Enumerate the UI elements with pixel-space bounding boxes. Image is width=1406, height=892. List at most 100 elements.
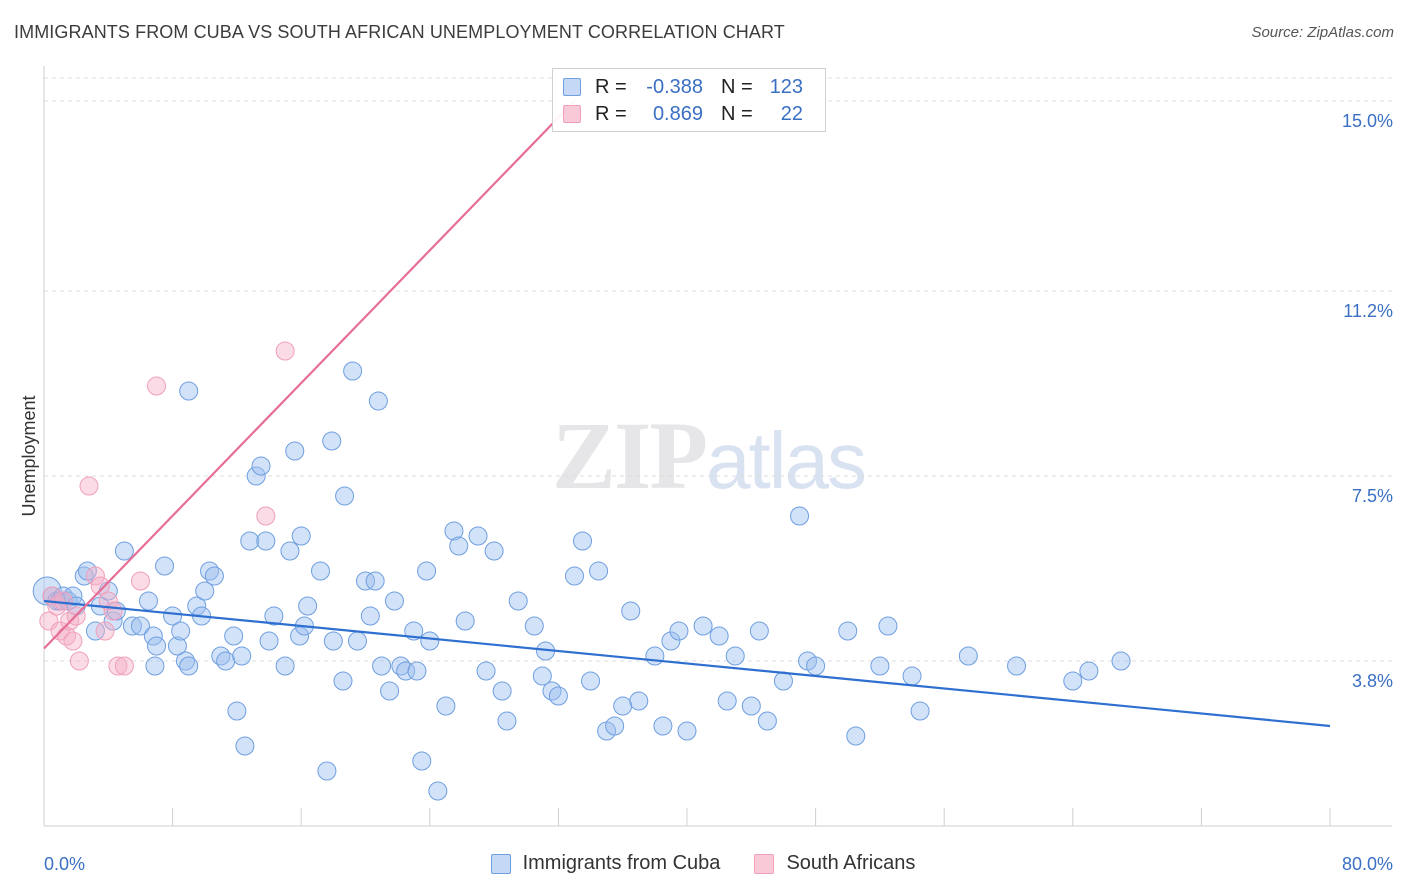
point-cuba [497, 711, 517, 731]
point-south-africans [108, 656, 128, 676]
stats-r-label: R = [595, 75, 627, 98]
point-cuba [74, 566, 94, 586]
point-cuba [298, 596, 318, 616]
point-south-africans [275, 341, 295, 361]
point-cuba [264, 606, 284, 626]
point-cuba [790, 506, 810, 526]
watermark: ZIPatlas [552, 400, 867, 511]
point-cuba [285, 441, 305, 461]
point-cuba [407, 661, 427, 681]
point-south-africans [85, 566, 105, 586]
y-tick-label: 15.0% [1342, 111, 1393, 131]
point-cuba [175, 651, 195, 671]
stats-swatch-south-africans [563, 105, 581, 123]
point-cuba [417, 561, 437, 581]
point-cuba [436, 696, 456, 716]
watermark-zip: ZIP [552, 402, 708, 509]
point-cuba [216, 651, 236, 671]
point-cuba [806, 656, 826, 676]
stats-box: R = -0.388 N = 123 R = 0.869 N = 22 [552, 68, 826, 132]
stats-r-value-cuba: -0.388 [646, 75, 703, 98]
point-cuba [195, 581, 215, 601]
x-tick-label: 80.0% [1342, 854, 1393, 874]
point-cuba [163, 606, 183, 626]
point-cuba [508, 591, 528, 611]
point-cuba [484, 541, 504, 561]
point-cuba [384, 591, 404, 611]
point-cuba [310, 561, 330, 581]
point-cuba [235, 736, 255, 756]
point-south-africans [79, 476, 99, 496]
point-cuba [449, 536, 469, 556]
label-layer: 3.8% 7.5% 11.2% 15.0% 0.0% 80.0% Unemployment [19, 111, 1393, 874]
point-cuba [368, 391, 388, 411]
point-cuba [333, 671, 353, 691]
point-cuba [455, 611, 475, 631]
point-cuba [524, 616, 544, 636]
stats-n-label: N = [721, 75, 753, 98]
stats-row-cuba: R = -0.388 N = 123 [563, 74, 803, 100]
point-cuba [356, 571, 375, 591]
point-cuba [589, 561, 609, 581]
point-cuba [227, 701, 247, 721]
point-cuba [167, 636, 187, 656]
point-cuba [741, 696, 761, 716]
stats-swatch-cuba [563, 78, 581, 96]
point-cuba [542, 681, 562, 701]
legend-swatch-south-africans [754, 853, 775, 874]
point-cuba [492, 681, 512, 701]
point-cuba [179, 656, 199, 676]
point-cuba [958, 646, 978, 666]
stats-r-value-south-africans: 0.869 [652, 102, 703, 125]
point-cuba [323, 631, 343, 651]
point-cuba [232, 646, 252, 666]
axis-layer [43, 66, 1392, 827]
legend-item-south-africans[interactable]: South Africans [754, 852, 915, 875]
point-cuba [335, 486, 355, 506]
chart-title: IMMIGRANTS FROM CUBA VS SOUTH AFRICAN UN… [14, 22, 785, 42]
point-cuba [573, 531, 593, 551]
point-south-africans [147, 376, 167, 396]
legend-item-cuba[interactable]: Immigrants from Cuba [490, 852, 720, 875]
point-south-africans [63, 631, 83, 651]
point-cuba [1111, 651, 1131, 671]
point-cuba [114, 541, 134, 561]
point-cuba [171, 621, 191, 641]
point-cuba [343, 361, 363, 381]
legend-label-south-africans: South Africans [786, 852, 916, 874]
point-cuba [204, 566, 224, 586]
point-cuba [564, 566, 584, 586]
point-south-africans [90, 576, 110, 596]
point-cuba [259, 631, 279, 651]
watermark-atlas: atlas [706, 416, 867, 505]
point-cuba [145, 656, 165, 676]
point-cuba [902, 666, 922, 686]
point-cuba [246, 466, 266, 486]
point-south-africans [130, 571, 150, 591]
point-cuba [420, 631, 440, 651]
point-cuba [85, 621, 105, 641]
point-cuba [846, 726, 866, 746]
point-cuba [749, 621, 769, 641]
point-cuba [360, 606, 380, 626]
point-cuba [870, 656, 890, 676]
point-cuba [256, 531, 276, 551]
point-cuba [621, 601, 641, 621]
point-cuba [147, 636, 167, 656]
point-cuba [645, 646, 665, 666]
point-cuba [661, 631, 681, 651]
points-layer [32, 341, 1131, 801]
y-tick-label: 3.8% [1352, 671, 1393, 691]
point-cuba [581, 671, 601, 691]
legend-swatch-cuba [490, 853, 511, 874]
stats-n-value-south-africans: 22 [780, 102, 803, 125]
point-cuba [179, 381, 199, 401]
point-cuba [725, 646, 745, 666]
point-cuba [605, 716, 625, 736]
point-cuba [773, 671, 793, 691]
point-cuba [532, 666, 552, 686]
point-cuba [653, 716, 673, 736]
point-cuba [677, 721, 697, 741]
point-south-africans [69, 651, 89, 671]
stats-row-south-africans: R = 0.869 N = 22 [563, 101, 803, 127]
